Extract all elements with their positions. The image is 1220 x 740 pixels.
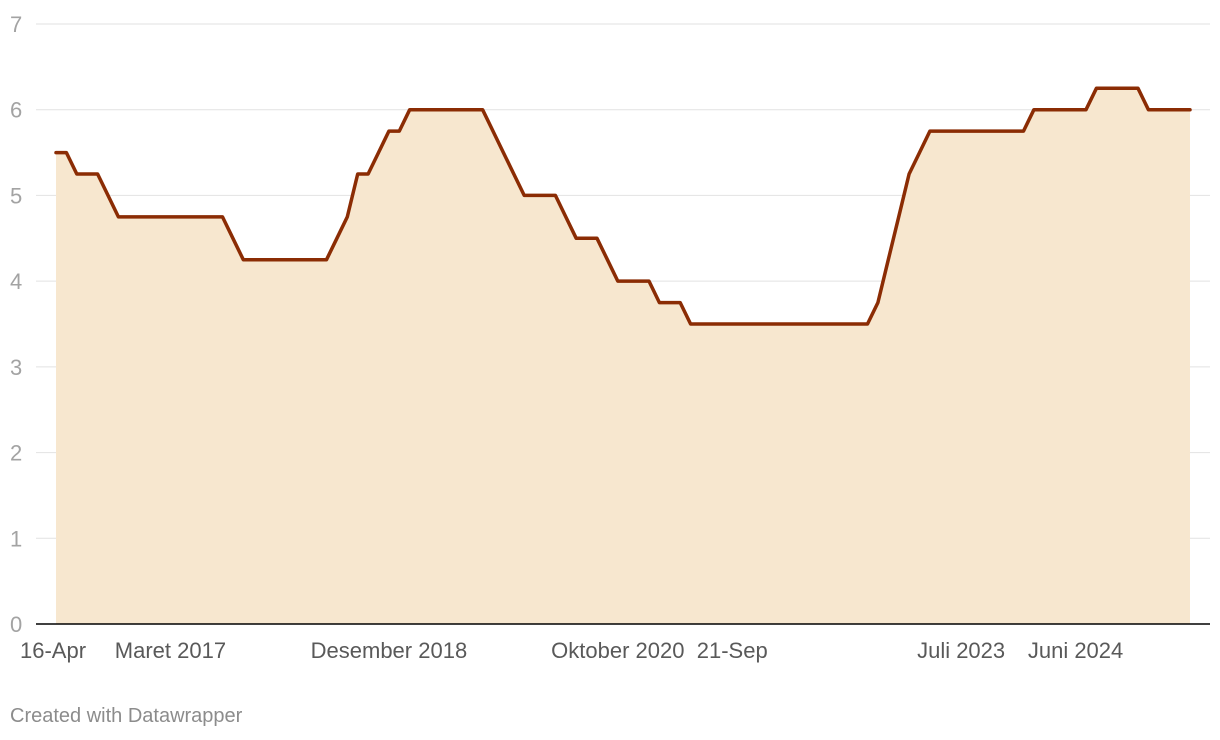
y-tick-label: 2 [10,441,22,466]
x-tick-label: 21-Sep [697,638,768,663]
x-tick-label: Juni 2024 [1028,638,1123,663]
x-tick-label: Maret 2017 [115,638,226,663]
series-line [54,86,1192,326]
y-tick-label: 4 [10,269,22,294]
x-tick-label: 16-Apr [20,638,86,663]
x-tick-label: Desember 2018 [311,638,468,663]
y-tick-label: 7 [10,12,22,37]
rate-area-chart: 0 1 2 3 4 5 6 7 16-Apr Maret 2017 Desember 2018 Ok… [10,12,1210,663]
footer-credit: Created with Datawrapper [10,705,243,727]
y-tick-label: 1 [10,526,22,551]
x-tick-label: Juli 2023 [917,638,1005,663]
x-tick-label: Oktober 2020 [551,638,684,663]
area-fill [56,88,1190,625]
y-axis-ticks: 0 1 2 3 4 5 6 7 [10,12,22,637]
x-axis-ticks: 16-Apr Maret 2017 Desember 2018 Oktober 202… [20,638,1123,663]
y-tick-label: 6 [10,98,22,123]
y-tick-label: 5 [10,183,22,208]
y-tick-label: 3 [10,355,22,380]
y-tick-label: 0 [10,612,22,637]
